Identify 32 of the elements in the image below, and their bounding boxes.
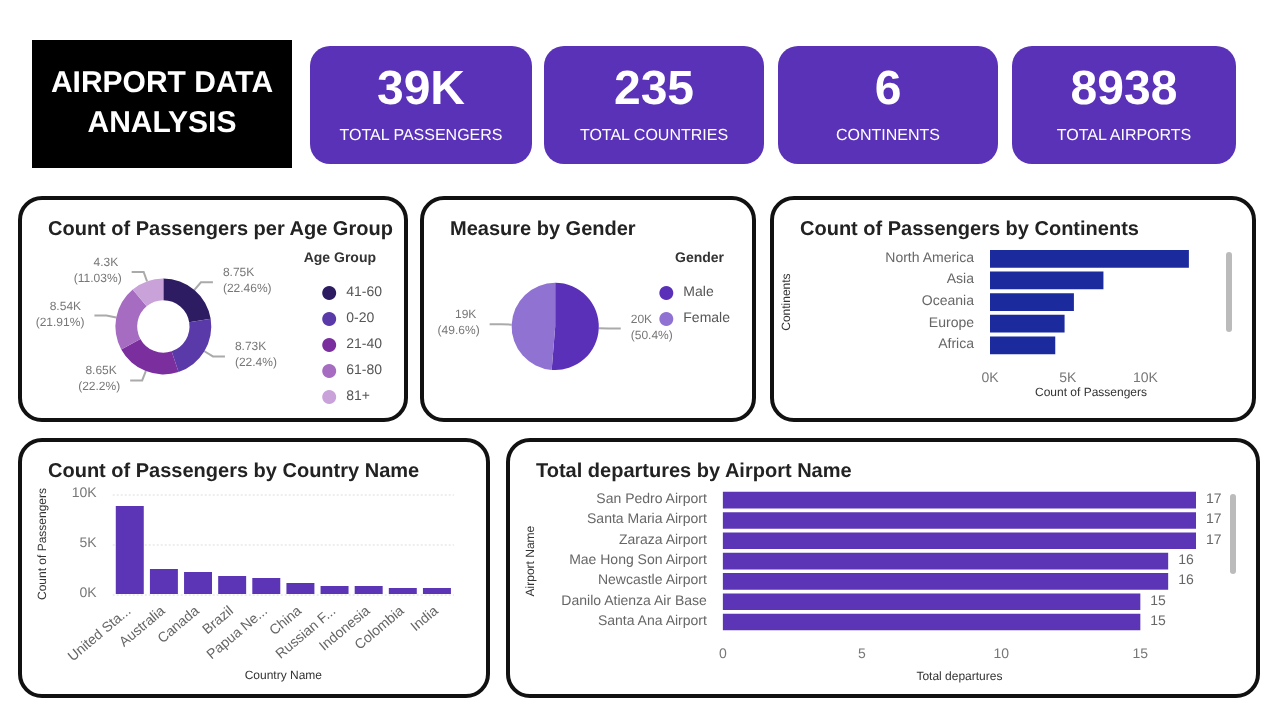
text: AIRPORT DATA ANALYSIS [48,64,276,144]
text: TOTAL PASSENGERS [337,126,505,144]
bar [990,271,1104,290]
chart-title: Count of Passengers by Continents [800,219,1140,241]
chart-title: Count of Passengers per Age Group [48,219,393,241]
text: 235 [611,62,697,118]
bar [286,583,315,594]
bar [320,586,349,594]
text: 6 [872,62,904,118]
chart-title: Measure by Gender [450,219,636,241]
bar [990,249,1189,268]
bar [722,613,1141,631]
bar [722,491,1196,509]
text: CONTINENTS [834,126,942,144]
bar [252,578,281,594]
bar [990,336,1056,355]
bar [990,314,1065,333]
bar [388,588,417,594]
text: TOTAL AIRPORTS [1054,126,1194,144]
bar [115,506,144,594]
bar [149,569,178,594]
text: 8938 [1068,62,1180,118]
text: 39K [374,62,468,118]
bar [990,293,1074,311]
chart-title: Total departures by Airport Name [536,461,853,483]
bar [422,588,451,594]
bar [184,572,213,594]
bar [354,586,383,594]
bar [722,552,1169,570]
text: TOTAL COUNTRIES [577,126,731,144]
chart-title: Count of Passengers by Country Name [48,461,421,483]
bar [218,576,247,594]
